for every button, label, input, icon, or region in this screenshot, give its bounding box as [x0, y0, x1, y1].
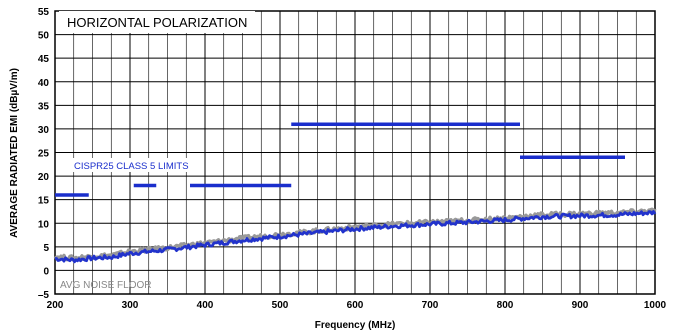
x-tick-label: 700 — [422, 300, 439, 311]
title-box — [59, 11, 255, 33]
x-tick-label: 800 — [497, 300, 514, 311]
y-tick-label: 25 — [38, 149, 50, 160]
y-tick-label: 30 — [38, 125, 50, 136]
x-tick-label: 900 — [572, 300, 589, 311]
y-tick-label: 10 — [38, 219, 50, 230]
limit-lines — [55, 122, 625, 197]
y-tick-label: 35 — [38, 101, 50, 112]
plot-frame — [54, 10, 656, 295]
y-tick-label: 5 — [43, 243, 49, 254]
noise-floor-label: AVG NOISE FLOOR — [60, 280, 152, 291]
y-tick-label: 0 — [43, 266, 49, 277]
grid — [54, 10, 656, 295]
tick-labels: 200 300 400 500 600 700 800 900 1000555045403530… — [38, 7, 667, 311]
y-tick-label: 15 — [38, 196, 50, 207]
y-tick-label: 50 — [38, 31, 50, 42]
y-tick-label: –5 — [38, 290, 50, 301]
x-tick-label: 600 — [347, 300, 364, 311]
y-tick-label: 40 — [38, 78, 50, 89]
x-tick-label: 1000 — [644, 300, 667, 311]
x-tick-label: 300 — [122, 300, 139, 311]
x-tick-label: 400 — [197, 300, 214, 311]
limits-label: CISPR25 CLASS 5 LIMITS — [74, 161, 189, 172]
y-tick-label: 55 — [38, 7, 50, 18]
series-line — [54, 210, 657, 264]
data-series — [53, 207, 657, 264]
chart-title: HORIZONTAL POLARIZATION — [67, 15, 247, 30]
x-tick-label: 200 — [47, 300, 64, 311]
y-axis-title: AVERAGE RADIATED EMI (dBµV/m) — [9, 68, 20, 238]
x-axis-title: Frequency (MHz) — [315, 320, 396, 331]
limits-label-box — [70, 158, 196, 172]
y-tick-label: 20 — [38, 172, 50, 183]
x-tick-label: 500 — [272, 300, 289, 311]
y-tick-label: 45 — [38, 54, 50, 65]
